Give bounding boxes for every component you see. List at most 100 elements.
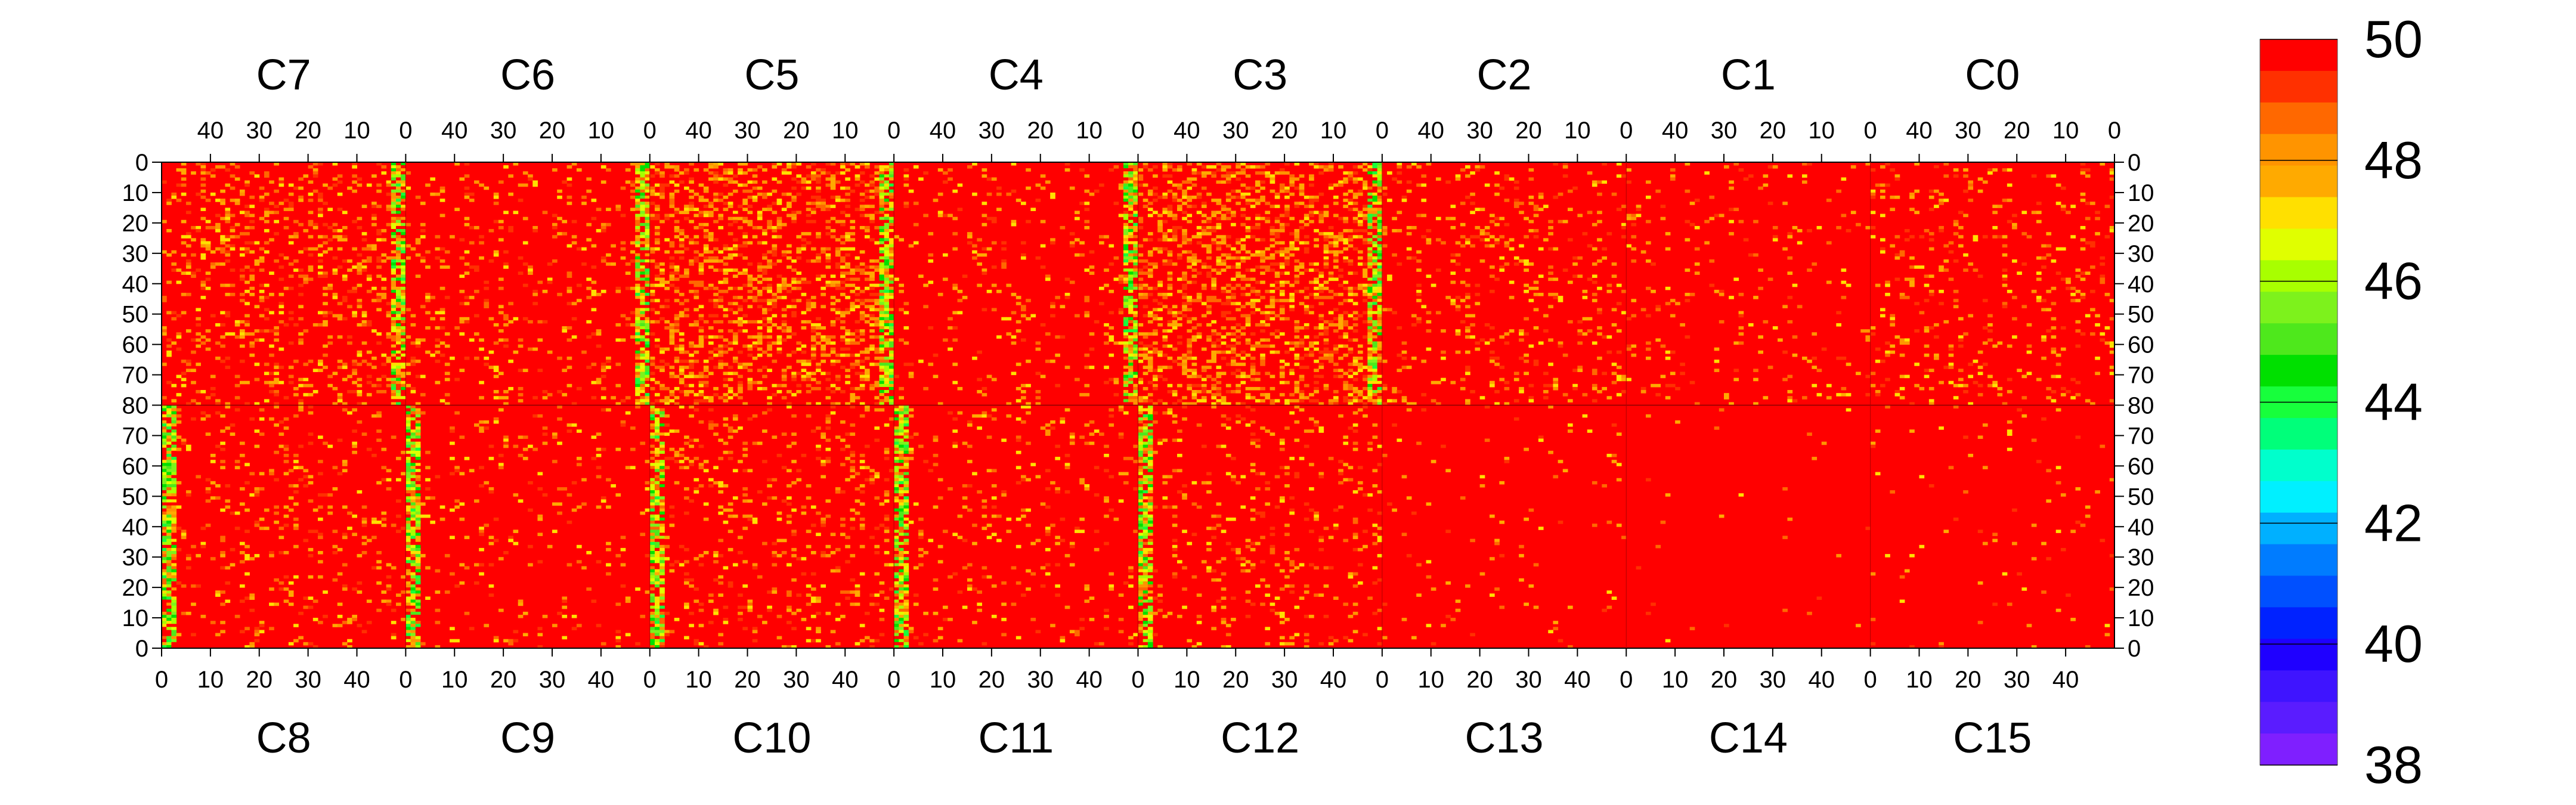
heatmap-cell bbox=[283, 199, 289, 202]
heatmap-cell bbox=[1309, 210, 1314, 215]
heatmap-cell bbox=[859, 366, 865, 369]
heatmap-cell bbox=[1328, 232, 1334, 236]
heatmap-cell bbox=[312, 222, 318, 227]
heatmap-cell bbox=[776, 222, 782, 227]
heatmap-cell bbox=[796, 280, 802, 284]
heatmap-cell bbox=[166, 229, 172, 233]
heatmap-cell bbox=[991, 265, 997, 269]
heatmap-cell bbox=[738, 253, 743, 257]
heatmap-cell bbox=[1279, 265, 1285, 269]
heatmap-cell bbox=[591, 216, 597, 221]
heatmap-cell bbox=[196, 402, 201, 405]
heatmap-cell bbox=[401, 377, 406, 382]
heatmap-cell bbox=[791, 305, 797, 308]
heatmap-cell bbox=[869, 283, 875, 287]
heatmap-cell bbox=[1245, 174, 1251, 178]
heatmap-cell bbox=[1162, 305, 1168, 308]
heatmap-cell bbox=[874, 293, 880, 296]
heatmap-cell bbox=[664, 238, 670, 242]
heatmap-cell bbox=[738, 183, 743, 187]
heatmap-cell bbox=[1367, 369, 1373, 372]
heatmap-cell bbox=[391, 299, 397, 302]
heatmap-cell bbox=[1084, 366, 1090, 369]
heatmap-cell bbox=[1333, 244, 1339, 248]
heatmap-cell bbox=[1143, 366, 1148, 369]
heatmap-cell bbox=[1182, 210, 1187, 215]
heatmap-cell bbox=[1367, 186, 1373, 190]
heatmap-cell bbox=[1367, 268, 1373, 272]
heatmap-cell bbox=[840, 222, 846, 227]
heatmap-cell bbox=[1147, 353, 1153, 357]
heatmap-cell bbox=[689, 241, 694, 245]
heatmap-cell bbox=[1182, 241, 1187, 245]
heatmap-cell bbox=[1323, 383, 1329, 388]
heatmap-cell bbox=[854, 183, 860, 187]
heatmap-cell bbox=[611, 244, 616, 248]
heatmap-cell bbox=[835, 299, 841, 302]
heatmap-cell bbox=[630, 286, 636, 290]
heatmap-cell bbox=[1294, 205, 1300, 208]
heatmap-cell bbox=[381, 259, 387, 263]
heatmap-cell bbox=[162, 332, 167, 336]
heatmap-cell bbox=[1236, 383, 1241, 388]
heatmap-cell bbox=[816, 380, 821, 385]
heatmap-cell bbox=[1133, 208, 1138, 211]
heatmap-cell bbox=[425, 326, 431, 330]
heatmap-cell bbox=[982, 393, 987, 397]
heatmap-cell bbox=[703, 366, 709, 369]
heatmap-cell bbox=[552, 235, 558, 239]
heatmap-cell bbox=[1348, 202, 1354, 205]
heatmap-cell bbox=[1333, 238, 1339, 242]
heatmap-cell bbox=[318, 265, 323, 269]
heatmap-cell bbox=[1035, 256, 1041, 260]
heatmap-cell bbox=[757, 280, 763, 284]
heatmap-cell bbox=[635, 250, 640, 254]
heatmap-cell bbox=[1196, 399, 1202, 402]
heatmap-cell bbox=[1279, 371, 1285, 376]
heatmap-cell bbox=[200, 390, 206, 394]
heatmap-cell bbox=[718, 347, 724, 351]
heatmap-cell bbox=[888, 235, 894, 239]
heatmap-cell bbox=[303, 363, 309, 366]
heatmap-cell bbox=[1035, 341, 1041, 345]
heatmap-cell bbox=[401, 302, 406, 305]
heatmap-cell bbox=[1133, 274, 1138, 278]
heatmap-cell bbox=[415, 338, 421, 342]
heatmap-cell bbox=[1191, 369, 1197, 372]
heatmap-cell bbox=[1162, 353, 1168, 357]
heatmap-cell bbox=[1367, 202, 1373, 205]
heatmap-cell bbox=[776, 338, 782, 342]
heatmap-cell bbox=[1314, 277, 1319, 281]
heatmap-cell bbox=[240, 344, 245, 348]
heatmap-cell bbox=[1260, 238, 1265, 242]
heatmap-cell bbox=[444, 402, 450, 405]
heatmap-cell bbox=[1225, 402, 1231, 405]
heatmap-cell bbox=[274, 402, 279, 405]
heatmap-cell bbox=[884, 329, 890, 333]
heatmap-cell bbox=[254, 363, 260, 366]
heatmap-cell bbox=[781, 168, 787, 172]
heatmap-cell bbox=[1167, 229, 1173, 233]
heatmap-cell bbox=[298, 338, 304, 342]
heatmap-cell bbox=[888, 399, 894, 402]
heatmap-cell bbox=[401, 274, 406, 278]
heatmap-cell bbox=[1240, 357, 1246, 360]
heatmap-cell bbox=[674, 174, 680, 178]
heatmap-cell bbox=[762, 256, 767, 260]
heatmap-cell bbox=[1240, 277, 1246, 281]
heatmap-cell bbox=[640, 199, 646, 202]
heatmap-cell bbox=[562, 329, 568, 333]
heatmap-cell bbox=[732, 244, 738, 248]
heatmap-cell bbox=[1167, 162, 1173, 166]
heatmap-cell bbox=[430, 317, 435, 321]
heatmap-cell bbox=[664, 320, 670, 324]
heatmap-cell bbox=[171, 383, 177, 388]
heatmap-cell bbox=[1338, 274, 1343, 278]
heatmap-cell bbox=[996, 192, 1002, 196]
heatmap-cell bbox=[850, 393, 856, 397]
heatmap-cell bbox=[738, 320, 743, 324]
heatmap-cell bbox=[1221, 357, 1227, 360]
heatmap-cell bbox=[444, 265, 450, 269]
heatmap-cell bbox=[376, 341, 382, 345]
heatmap-cell bbox=[674, 208, 680, 211]
